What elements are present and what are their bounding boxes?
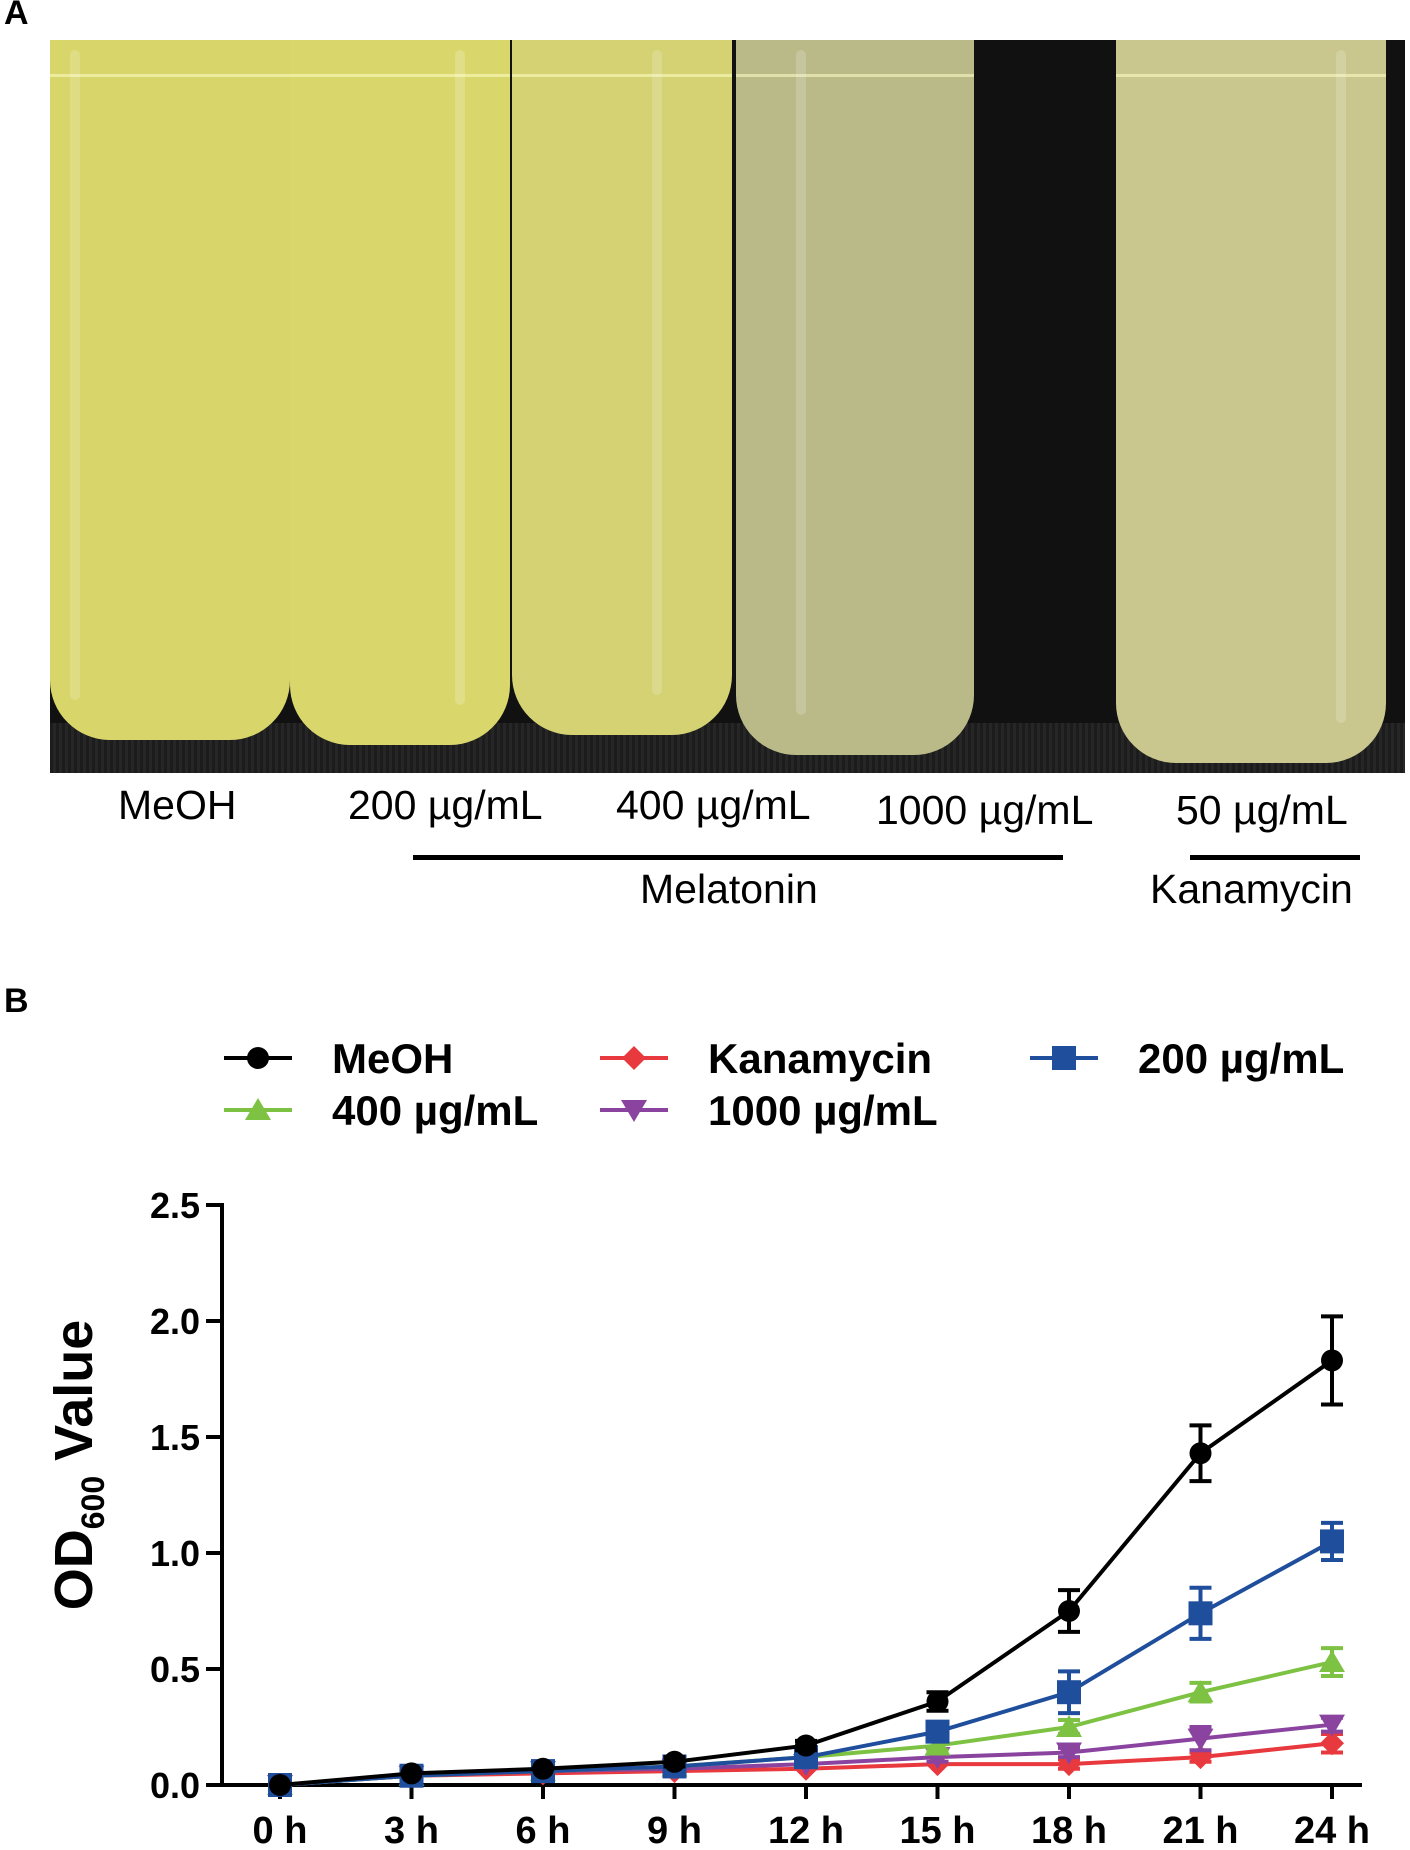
tube-400 bbox=[512, 40, 732, 735]
legend-marker-meoh bbox=[247, 1047, 269, 1069]
group-label-kanamycin: Kanamycin bbox=[1150, 866, 1353, 912]
tube-label-400: 400 µg/mL bbox=[616, 782, 811, 828]
data-point-400-g-ml bbox=[1319, 1650, 1345, 1673]
tube-label-1000: 1000 µg/mL bbox=[876, 787, 1094, 833]
x-tick-label: 12 h bbox=[768, 1810, 844, 1850]
data-point-meoh bbox=[400, 1762, 423, 1785]
data-point-200-g-ml bbox=[1188, 1601, 1213, 1626]
x-tick-label: 21 h bbox=[1162, 1810, 1238, 1850]
data-point-200-g-ml bbox=[925, 1719, 950, 1744]
tube-1000 bbox=[736, 40, 974, 755]
x-tick-label: 9 h bbox=[647, 1810, 702, 1850]
x-tick-label: 0 h bbox=[253, 1810, 308, 1850]
data-point-meoh bbox=[663, 1750, 686, 1773]
data-point-200-g-ml bbox=[1320, 1529, 1344, 1554]
y-tick-label: 2.5 bbox=[150, 1185, 200, 1226]
panel-letter-b: B bbox=[4, 982, 29, 1020]
group-label-melatonin: Melatonin bbox=[640, 866, 818, 912]
growth-curve-chart: 0.0 0.5 1.0 1.5 2.0 2.5 0 h 3 h 6 h 9 h 12 h 15 h 18… bbox=[44, 1035, 1370, 1850]
y-tick-label: 0.0 bbox=[150, 1765, 200, 1806]
legend-label-200-g-ml: 200 µg/mL bbox=[1138, 1035, 1344, 1082]
series-line-meoh bbox=[279, 1358, 1334, 1787]
data-point-200-g-ml bbox=[1057, 1680, 1081, 1705]
data-point-meoh bbox=[1189, 1442, 1212, 1465]
legend-marker-400-g-ml bbox=[245, 1098, 271, 1120]
tube-kanamycin bbox=[1116, 40, 1386, 763]
tube-meoh bbox=[50, 40, 290, 740]
data-point-meoh bbox=[795, 1734, 817, 1757]
legend-label-400-g-ml: 400 µg/mL bbox=[332, 1087, 538, 1134]
x-tick-label: 15 h bbox=[899, 1810, 975, 1850]
x-tick-label: 3 h bbox=[384, 1810, 439, 1850]
data-point-meoh bbox=[926, 1690, 949, 1713]
panel-letter-a: A bbox=[4, 0, 29, 32]
data-point-1000-g-ml bbox=[1187, 1728, 1214, 1751]
data-point-meoh bbox=[269, 1774, 291, 1796]
legend-marker-kanamycin bbox=[622, 1046, 646, 1070]
x-tick-label: 24 h bbox=[1294, 1810, 1370, 1850]
data-point-1000-g-ml bbox=[1056, 1742, 1082, 1765]
y-tick-label: 0.5 bbox=[150, 1649, 200, 1690]
data-point-400-g-ml bbox=[924, 1733, 951, 1756]
data-point-400-g-ml bbox=[1056, 1715, 1082, 1737]
tube-200 bbox=[290, 40, 510, 745]
x-tick-label: 6 h bbox=[516, 1810, 571, 1850]
data-point-kanamycin bbox=[1320, 1731, 1344, 1756]
y-tick-label: 2.0 bbox=[150, 1301, 200, 1342]
data-point-1000-g-ml bbox=[1319, 1714, 1345, 1737]
y-axis-label: OD600 Value bbox=[44, 1320, 111, 1610]
legend-label-1000-g-ml: 1000 µg/mL bbox=[708, 1087, 938, 1134]
data-point-meoh bbox=[1321, 1349, 1343, 1372]
tube-label-meoh: MeOH bbox=[118, 782, 237, 828]
tube-label-200: 200 µg/mL bbox=[348, 782, 543, 828]
x-tick-label: 18 h bbox=[1031, 1810, 1107, 1850]
legend-marker-1000-g-ml bbox=[621, 1100, 647, 1122]
data-point-kanamycin bbox=[1188, 1745, 1213, 1770]
legend-label-kanamycin: Kanamycin bbox=[708, 1035, 932, 1082]
y-tick-label: 1.5 bbox=[150, 1417, 200, 1458]
legend-label-meoh: MeOH bbox=[332, 1035, 453, 1082]
culture-tubes-photo bbox=[50, 40, 1405, 773]
data-point-400-g-ml bbox=[1187, 1680, 1214, 1703]
y-tick-label: 1.0 bbox=[150, 1533, 200, 1574]
data-point-meoh bbox=[1058, 1600, 1080, 1622]
melatonin-group-bar bbox=[413, 855, 1063, 860]
kanamycin-group-bar bbox=[1190, 855, 1360, 860]
tube-label-kanamycin-dose: 50 µg/mL bbox=[1176, 787, 1348, 833]
data-point-meoh bbox=[532, 1757, 554, 1780]
legend-marker-200-g-ml bbox=[1052, 1046, 1076, 1070]
